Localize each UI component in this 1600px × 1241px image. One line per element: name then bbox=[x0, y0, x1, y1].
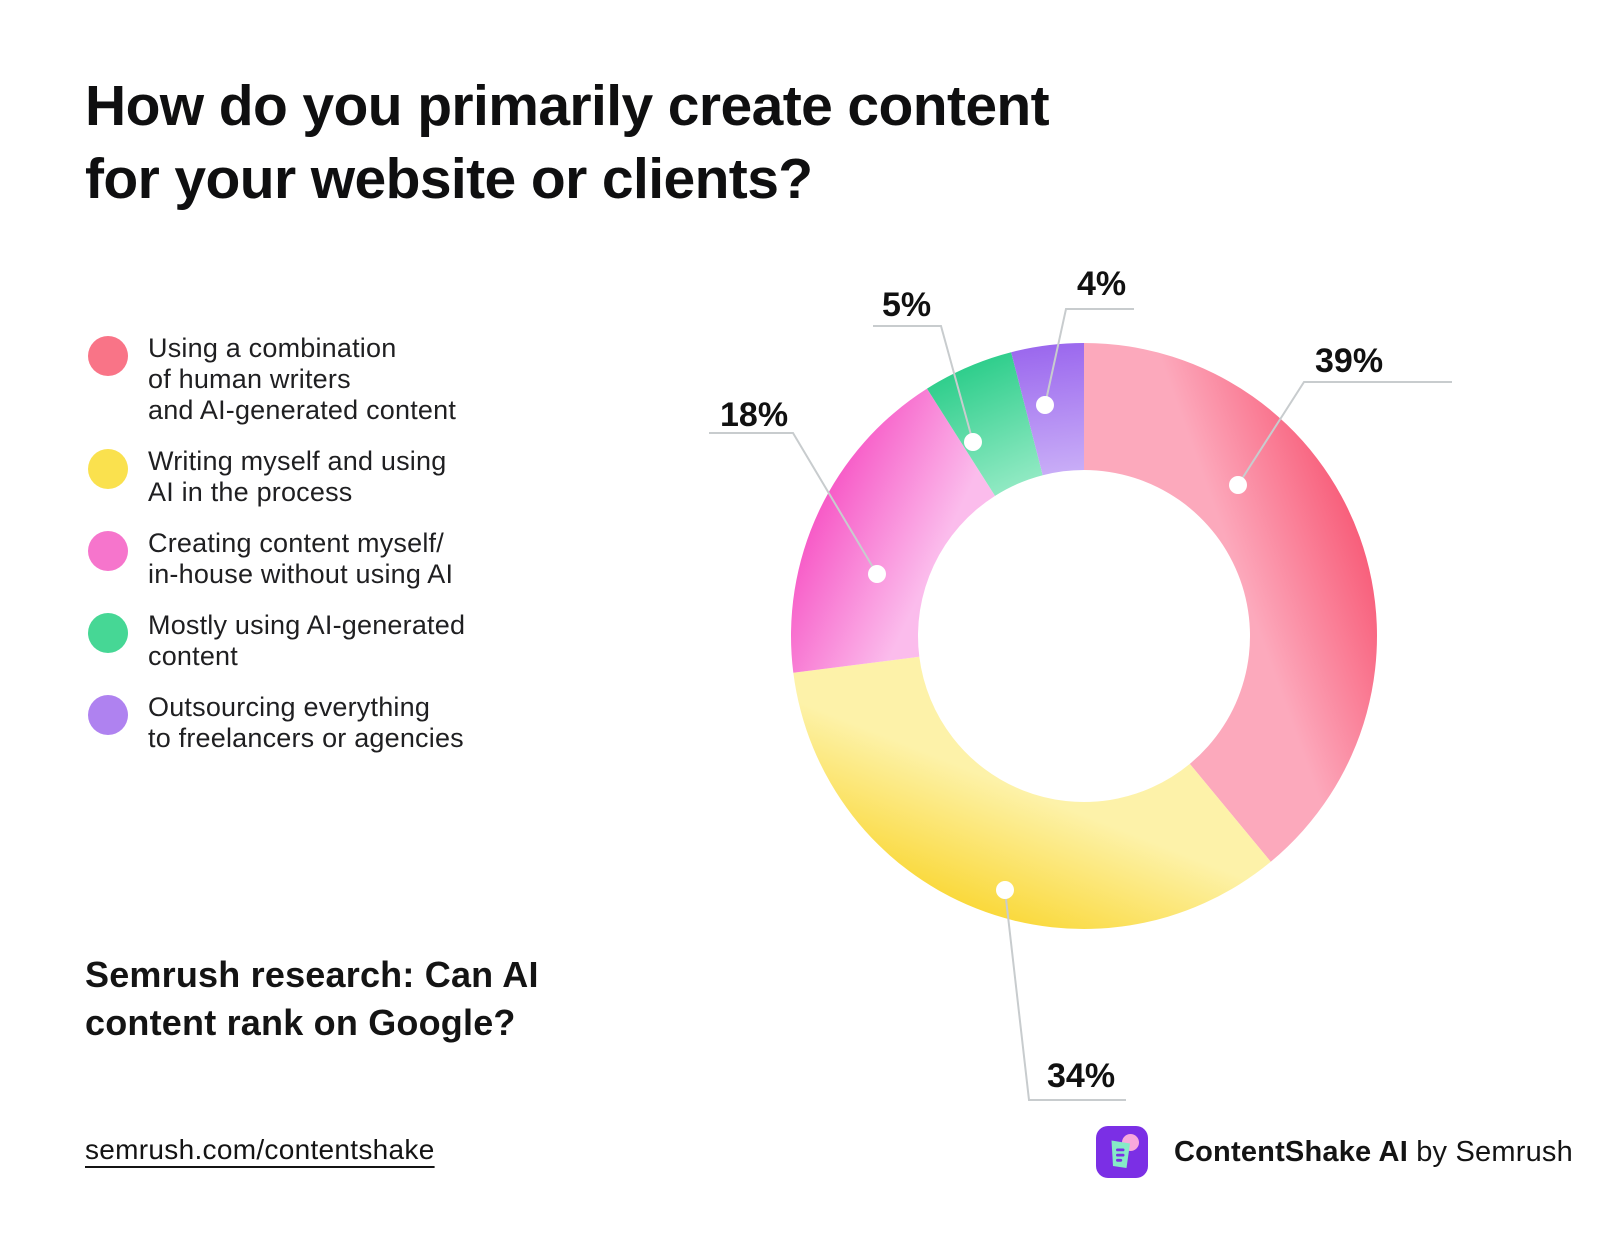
legend-swatch bbox=[88, 613, 128, 653]
callout-dot bbox=[1229, 476, 1247, 494]
legend-swatch bbox=[88, 695, 128, 735]
callout-dot bbox=[1036, 396, 1054, 414]
callout-line bbox=[873, 325, 974, 443]
brand-product-name: ContentShake AI bbox=[1174, 1135, 1408, 1168]
callout-dot bbox=[964, 433, 982, 451]
callout-dot bbox=[996, 881, 1014, 899]
callout-line bbox=[1004, 889, 1126, 1101]
legend-swatch bbox=[88, 531, 128, 571]
contentshake-logo-icon bbox=[1096, 1126, 1148, 1178]
brand-by-semrush: by Semrush bbox=[1416, 1135, 1573, 1168]
callout-dot bbox=[868, 565, 886, 583]
research-caption-line2: content rank on Google? bbox=[85, 1002, 516, 1043]
research-caption: Semrush research: Can AI content rank on… bbox=[85, 951, 539, 1047]
donut-slice bbox=[790, 388, 996, 673]
percent-label: 4% bbox=[1077, 265, 1126, 303]
legend-item: Mostly using AI-generated content bbox=[88, 610, 588, 672]
callout-line bbox=[1044, 308, 1134, 406]
page-title-line2: for your website or clients? bbox=[85, 147, 813, 211]
legend-item: Writing myself and using AI in the proce… bbox=[88, 446, 588, 508]
logo-cup-line bbox=[1116, 1148, 1125, 1152]
percent-label: 34% bbox=[1047, 1057, 1115, 1095]
page-title-line1: How do you primarily create content bbox=[85, 74, 1050, 138]
donut-slice bbox=[1084, 343, 1377, 862]
research-caption-line1: Semrush research: Can AI bbox=[85, 954, 539, 995]
legend-item: Using a combination of human writers and… bbox=[88, 333, 588, 426]
logo-cup-line bbox=[1116, 1153, 1125, 1157]
legend-label: Writing myself and using AI in the proce… bbox=[148, 446, 447, 507]
logo-cup-line bbox=[1116, 1158, 1123, 1162]
legend-label: Mostly using AI-generated content bbox=[148, 610, 466, 671]
page-title: How do you primarily create content for … bbox=[85, 70, 1050, 216]
percent-label: 5% bbox=[882, 286, 931, 324]
legend-item: Outsourcing everything to freelancers or… bbox=[88, 692, 588, 754]
source-link[interactable]: semrush.com/contentshake bbox=[85, 1134, 435, 1165]
legend-item: Creating content myself/ in-house withou… bbox=[88, 528, 588, 590]
callout-line bbox=[709, 432, 878, 575]
legend-label: Using a combination of human writers and… bbox=[148, 333, 457, 425]
donut-slice bbox=[927, 352, 1043, 496]
percent-label: 18% bbox=[720, 396, 788, 434]
chart-legend: Using a combination of human writers and… bbox=[88, 333, 588, 774]
legend-label: Creating content myself/ in-house withou… bbox=[148, 528, 454, 589]
legend-label: Outsourcing everything to freelancers or… bbox=[148, 692, 464, 753]
percent-label: 39% bbox=[1315, 342, 1383, 380]
callout-line bbox=[1237, 381, 1452, 486]
donut-slice bbox=[793, 656, 1271, 930]
brand-lockup: ContentShake AI by Semrush bbox=[1096, 1126, 1573, 1178]
legend-swatch bbox=[88, 336, 128, 376]
legend-swatch bbox=[88, 449, 128, 489]
brand-text: ContentShake AI by Semrush bbox=[1174, 1136, 1573, 1169]
